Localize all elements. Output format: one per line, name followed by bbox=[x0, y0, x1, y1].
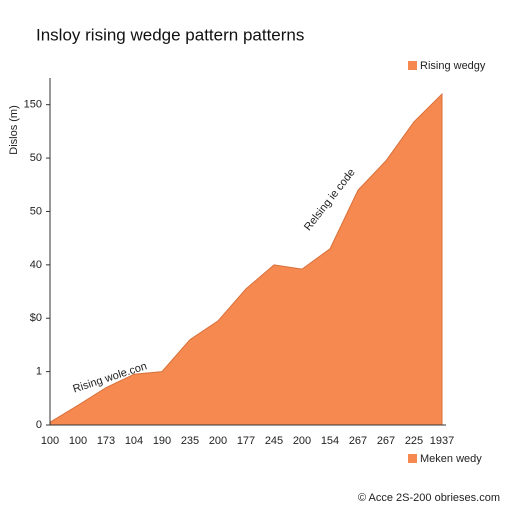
area bbox=[49, 92, 443, 426]
legend-label: Rising wedgy bbox=[420, 60, 486, 72]
x-tick-label: 200 bbox=[293, 435, 311, 447]
x-tick-label: 267 bbox=[349, 435, 367, 447]
x-tick-label: 200 bbox=[209, 435, 227, 447]
y-tick-label: 50 bbox=[30, 205, 42, 217]
x-tick-label: 173 bbox=[97, 435, 115, 447]
y-axis-label: Dislos (m) bbox=[8, 105, 20, 155]
x-tick-label: 154 bbox=[321, 435, 339, 447]
x-tick-label: 1937 bbox=[430, 435, 454, 447]
x-tick-label: 235 bbox=[181, 435, 199, 447]
x-tick-label: 177 bbox=[237, 435, 255, 447]
chart-title: Insloy rising wedge pattern patterns bbox=[36, 25, 304, 44]
y-tick-label: 40 bbox=[30, 259, 42, 271]
x-tick-label: 100 bbox=[69, 435, 87, 447]
x-tick-label: 267 bbox=[377, 435, 395, 447]
y-tick-label: 0 bbox=[36, 419, 42, 431]
footer: © Acce 2S-200 obrieses.com bbox=[358, 492, 500, 504]
legend-swatch bbox=[408, 454, 417, 463]
x-tick-label: 104 bbox=[125, 435, 143, 447]
x-tick-label: 225 bbox=[405, 435, 423, 447]
x-tick-label: 190 bbox=[153, 435, 171, 447]
y-tick-label: 150 bbox=[24, 99, 42, 111]
x-tick-label: 100 bbox=[41, 435, 59, 447]
legend-swatch bbox=[408, 61, 417, 70]
y-tick-label: $0 bbox=[30, 312, 42, 324]
x-tick-label: 245 bbox=[265, 435, 283, 447]
y-tick-label: 1 bbox=[36, 366, 42, 378]
y-tick-label: 50 bbox=[30, 152, 42, 164]
legend-label: Meken wedy bbox=[420, 453, 482, 465]
